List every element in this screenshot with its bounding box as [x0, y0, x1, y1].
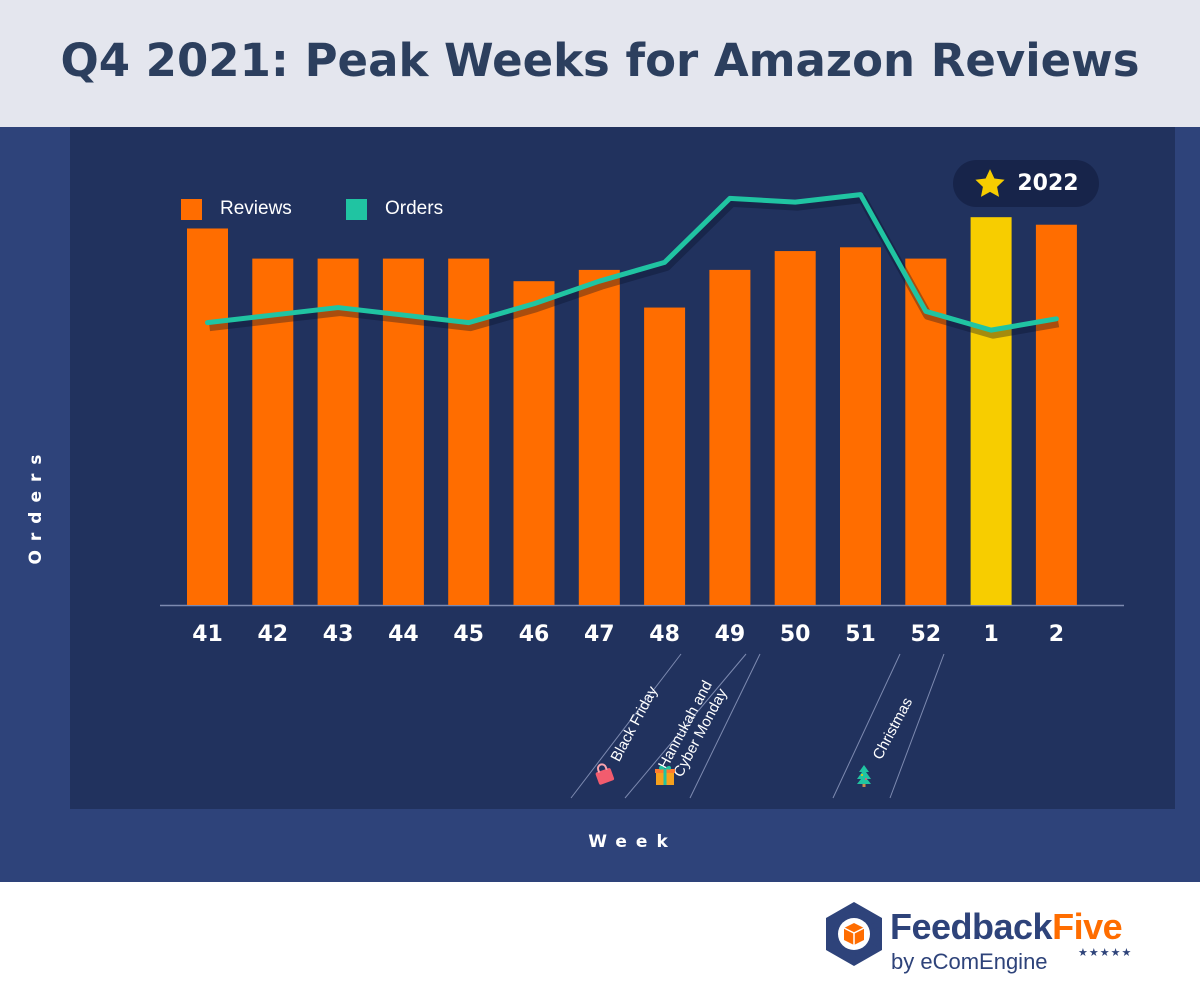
legend-item-reviews: Reviews: [181, 198, 292, 220]
star-icon: [975, 168, 1005, 197]
event-separator-line: [624, 653, 747, 799]
bar-reviews-week-42: [252, 258, 294, 605]
x-tick-label-52: 52: [910, 622, 941, 647]
brand-stars: ★★★★★: [1078, 946, 1133, 959]
bar-reviews-week-49: [709, 269, 751, 605]
bar-reviews-week-47: [578, 269, 620, 605]
x-tick-label-45: 45: [453, 622, 484, 647]
chart-title: Q4 2021: Peak Weeks for Amazon Reviews: [60, 34, 1140, 87]
bar-reviews-week-1: [970, 217, 1012, 605]
bar-reviews-week-2: [1035, 224, 1077, 605]
event-separator-line: [889, 653, 945, 799]
bar-reviews-week-46: [513, 281, 555, 605]
x-tick-label-49: 49: [715, 622, 746, 647]
brand-name-a: Feedback: [890, 906, 1053, 947]
legend-label-orders: Orders: [385, 198, 444, 219]
brand-subtitle: by eComEngine: [891, 949, 1048, 974]
header-band: [0, 0, 1200, 127]
brand-name-b: Five: [1052, 906, 1123, 947]
legend-swatch-reviews: [181, 198, 202, 220]
event-separator-line: [570, 653, 682, 799]
legend-item-orders: Orders: [346, 198, 443, 220]
hexagon-gear-icon: [826, 902, 882, 966]
x-tick-label-44: 44: [388, 622, 419, 647]
x-tick-label-51: 51: [845, 622, 876, 647]
brand-name: FeedbackFive: [890, 906, 1123, 948]
year-badge-label: 2022: [1017, 171, 1079, 196]
bar-reviews-week-51: [840, 247, 881, 605]
bar-reviews-week-43: [317, 258, 359, 605]
bar-reviews-week-44: [382, 258, 424, 605]
x-tick-label-41: 41: [192, 622, 223, 647]
event-separator-line: [689, 653, 761, 799]
bar-reviews-week-41: [187, 228, 228, 605]
x-tick-label-42: 42: [257, 622, 288, 647]
x-tick-label-1: 1: [983, 622, 998, 647]
x-axis-title: Week: [588, 832, 677, 852]
legend-swatch-orders: [346, 198, 367, 220]
x-tick-label-48: 48: [649, 622, 680, 647]
legend-label-reviews: Reviews: [220, 198, 292, 219]
bar-reviews-week-50: [774, 251, 816, 605]
line-orders: [205, 192, 1059, 333]
christmas-tree-icon: [857, 765, 871, 787]
x-tick-label-47: 47: [584, 622, 615, 647]
x-tick-label-43: 43: [323, 622, 354, 647]
bar-reviews-week-48: [644, 307, 686, 605]
year-badge: 2022: [953, 160, 1099, 207]
brand-logo: [826, 902, 882, 966]
gift-icon: [655, 765, 675, 785]
shopping-bag-icon: [595, 763, 615, 785]
x-tick-label-50: 50: [780, 622, 811, 647]
event-separator-line: [832, 653, 901, 799]
bar-reviews-week-45: [448, 258, 490, 605]
x-tick-label-2: 2: [1049, 622, 1064, 647]
x-tick-label-46: 46: [519, 622, 550, 647]
